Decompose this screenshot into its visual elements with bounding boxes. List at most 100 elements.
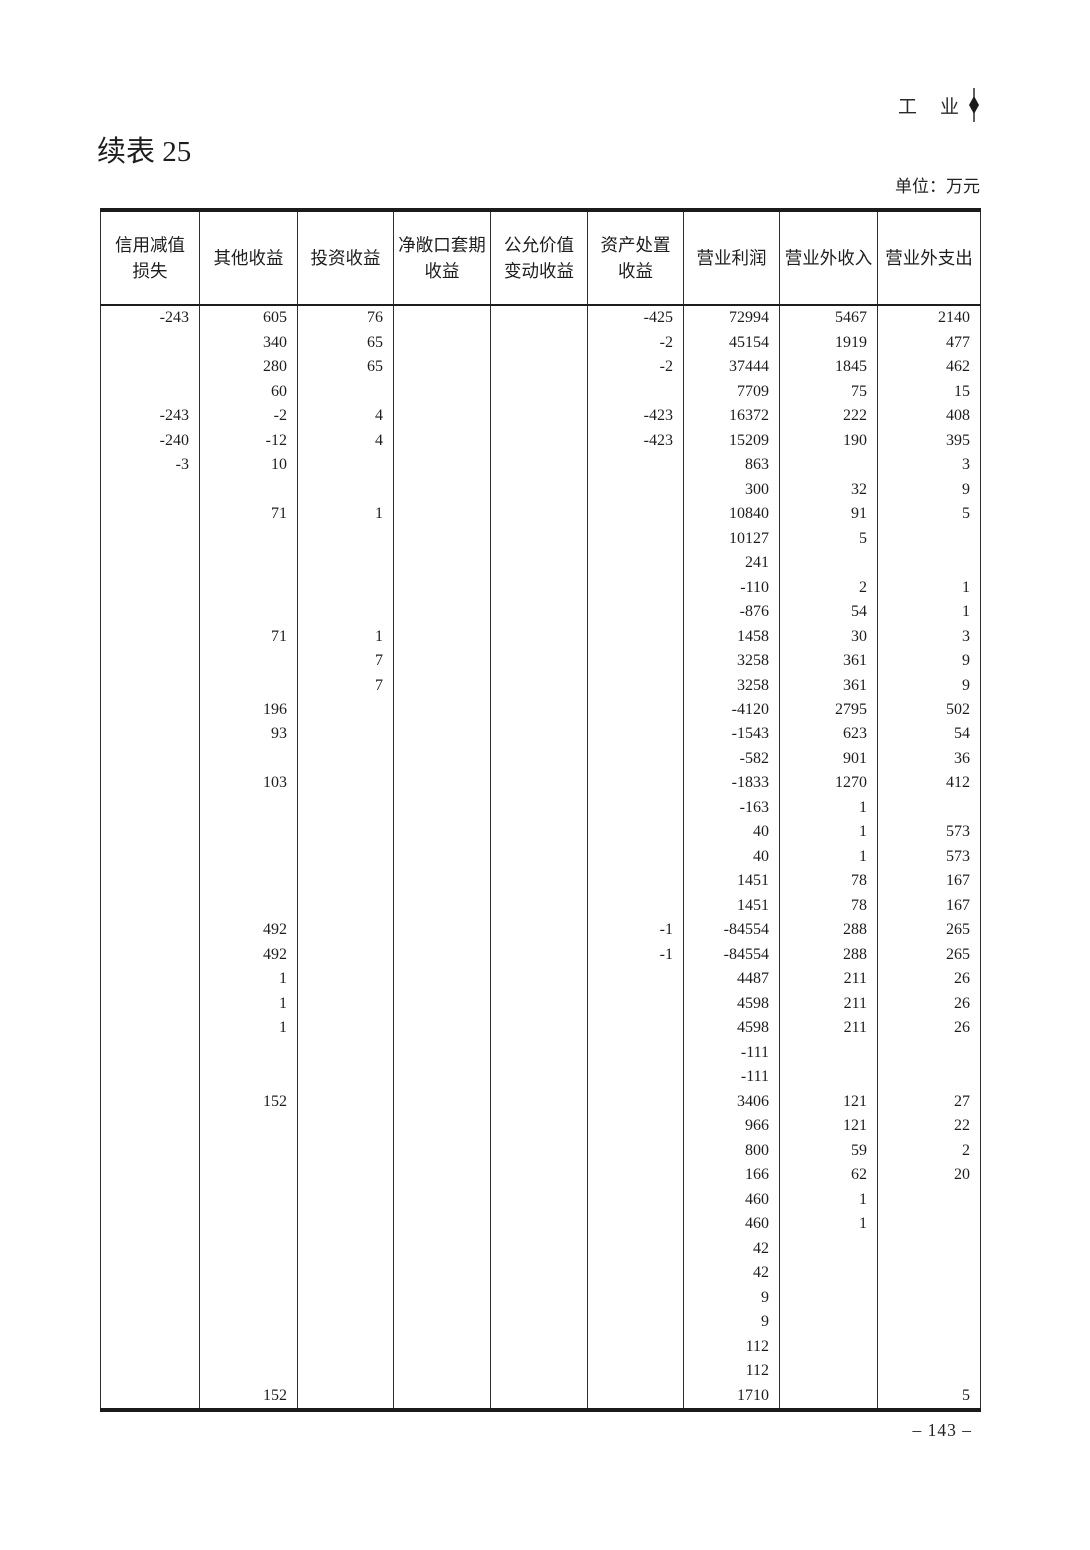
table-cell [100, 575, 200, 600]
table-cell: 76 [297, 305, 394, 331]
table-cell: -12 [199, 428, 298, 453]
table-cell [297, 746, 394, 772]
table-cell [100, 1113, 200, 1139]
table-cell [877, 1040, 981, 1066]
table-cell [779, 1285, 878, 1310]
table-cell: 27 [877, 1089, 981, 1114]
table-cell [393, 820, 491, 845]
table-cell [393, 1260, 491, 1286]
table-row: 460 1 [100, 1187, 981, 1212]
table-cell [587, 1309, 684, 1335]
table-cell: 300 [683, 477, 780, 502]
table-cell [779, 1383, 878, 1410]
table-cell [100, 991, 200, 1017]
table-cell: 9 [877, 673, 981, 698]
table-cell [779, 1065, 878, 1090]
table-cell: 573 [877, 820, 981, 845]
table-cell [393, 1113, 491, 1139]
table-cell [199, 746, 298, 772]
table-cell [100, 820, 200, 845]
table-cell [199, 869, 298, 894]
table-cell: 1 [779, 820, 878, 845]
table-cell [587, 967, 684, 992]
column-header: 营业利润 [683, 210, 780, 306]
table-cell [297, 1260, 394, 1286]
table-cell [100, 330, 200, 355]
table-cell [490, 1383, 588, 1410]
table-cell [297, 452, 394, 478]
table-cell [587, 1260, 684, 1286]
table-cell [297, 1334, 394, 1359]
table-cell: -423 [587, 428, 684, 453]
table-cell: 10 [199, 452, 298, 478]
table-cell: 72994 [683, 305, 780, 331]
table-cell: 1 [297, 501, 394, 527]
column-header: 资产处置 收益 [587, 210, 684, 306]
table-cell: 93 [199, 722, 298, 747]
table-cell [587, 771, 684, 796]
table-cell: -2 [587, 354, 684, 380]
table-cell [297, 477, 394, 502]
table-cell [100, 1260, 200, 1286]
table-cell [587, 893, 684, 919]
table-cell: 166 [683, 1162, 780, 1188]
table-cell: 1 [877, 599, 981, 625]
table-row: 460 1 [100, 1211, 981, 1237]
table-cell [393, 1236, 491, 1261]
table-cell: 42 [683, 1236, 780, 1261]
table-row: 9 [100, 1285, 981, 1310]
column-header: 投资收益 [297, 210, 394, 306]
table-cell: 40 [683, 844, 780, 870]
table-cell: 7709 [683, 379, 780, 404]
table-cell [490, 575, 588, 600]
column-header: 信用减值 损失 [100, 210, 200, 306]
table-cell [490, 795, 588, 821]
table-cell [587, 746, 684, 772]
table-cell: 1 [779, 844, 878, 870]
table-cell [587, 1285, 684, 1310]
table-cell: 22 [877, 1113, 981, 1139]
table-cell: 288 [779, 918, 878, 943]
table-cell: 1919 [779, 330, 878, 355]
table-cell: 288 [779, 942, 878, 968]
table-cell: 361 [779, 648, 878, 674]
table-cell: 30 [779, 624, 878, 649]
table-cell [393, 942, 491, 968]
table-cell [490, 452, 588, 478]
unit-label: 单位：万元 [895, 177, 980, 196]
table-cell: 211 [779, 1016, 878, 1041]
table-cell [490, 1065, 588, 1090]
table-cell [100, 648, 200, 674]
table-cell [490, 991, 588, 1017]
table-cell [393, 1065, 491, 1090]
table-cell [587, 991, 684, 1017]
table-cell: -582 [683, 746, 780, 772]
table-cell: 78 [779, 893, 878, 919]
table-row: 40 1 573 [100, 820, 981, 845]
table-cell [587, 1334, 684, 1359]
table-cell: 460 [683, 1211, 780, 1237]
table-cell [297, 991, 394, 1017]
table-cell [779, 1236, 878, 1261]
table-cell [490, 1040, 588, 1066]
table-cell [100, 771, 200, 796]
table-cell: 112 [683, 1334, 780, 1359]
table-cell [877, 1187, 981, 1212]
table-cell [297, 1236, 394, 1261]
table-cell: 9 [683, 1285, 780, 1310]
table-row: 1451 78 167 [100, 893, 981, 919]
table-cell [587, 869, 684, 894]
table-cell: 1 [297, 624, 394, 649]
table-cell [490, 1260, 588, 1286]
table-cell: 3 [877, 624, 981, 649]
table-cell: 502 [877, 697, 981, 723]
table-cell [100, 1285, 200, 1310]
table-cell: 5467 [779, 305, 878, 331]
table-cell: -84554 [683, 918, 780, 943]
table-cell: -243 [100, 305, 200, 331]
table-cell [100, 1187, 200, 1212]
diamond-rule-icon [968, 88, 980, 122]
table-cell [779, 1334, 878, 1359]
table-cell [297, 550, 394, 576]
table-cell [877, 1236, 981, 1261]
